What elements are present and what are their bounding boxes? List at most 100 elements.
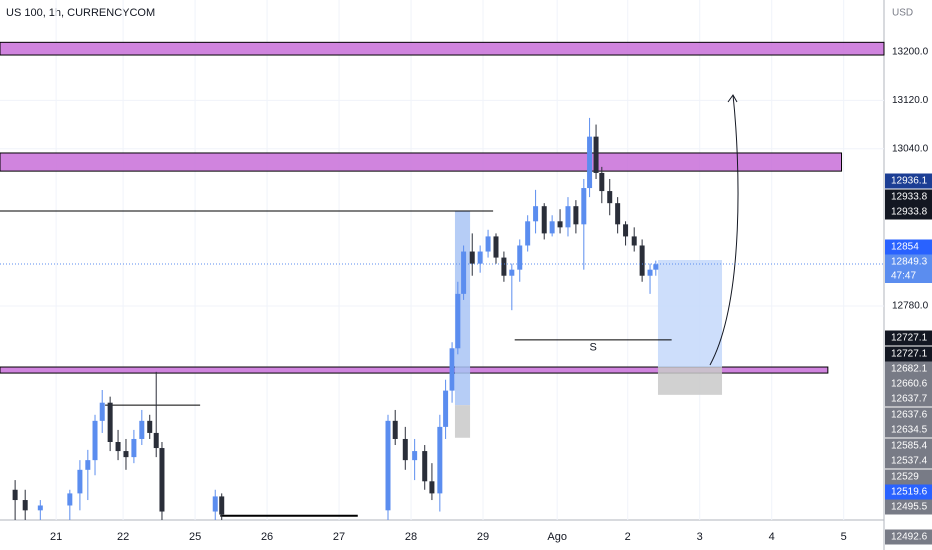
x-tick-label: 5 — [841, 531, 847, 543]
currency-label: USD — [892, 8, 913, 19]
candle-body — [437, 426, 443, 494]
candle-body — [385, 420, 391, 511]
candle-body — [469, 251, 475, 264]
x-tick-label: 28 — [405, 531, 417, 543]
countdown-label: 47:47 — [891, 271, 916, 282]
price-badge-label: 12492.6 — [891, 532, 928, 543]
price-badge — [885, 189, 932, 205]
candle-body — [449, 348, 455, 391]
candle-body — [402, 438, 408, 461]
price-badge-label: 12637.7 — [891, 394, 928, 405]
candle-body — [99, 402, 105, 421]
y-tick-label: 13120.0 — [892, 95, 929, 106]
candle-body — [477, 251, 483, 264]
candle-body — [517, 245, 523, 270]
price-badge — [885, 204, 932, 220]
x-tick-label: 4 — [769, 531, 775, 543]
chart-title: US 100, 1h, CURRENCYCOM — [6, 7, 155, 19]
price-badge — [885, 407, 932, 423]
price-badge — [885, 361, 932, 377]
candle-body — [557, 221, 563, 228]
y-tick-label: 12780.0 — [892, 301, 929, 312]
price-badge — [885, 529, 932, 545]
price-badge-label: 12519.6 — [891, 487, 928, 498]
x-tick-label: 26 — [261, 531, 273, 543]
price-badge-label: 12933.8 — [891, 207, 928, 218]
price-badge-label: 12495.5 — [891, 502, 928, 513]
candle-body — [639, 245, 645, 276]
candle-body — [485, 236, 491, 252]
x-tick-label: 27 — [333, 531, 345, 543]
candle-body — [115, 442, 121, 452]
candle-body — [85, 460, 91, 470]
price-badge-label: 12933.8 — [891, 192, 928, 203]
candle-body — [599, 172, 605, 192]
candle-body — [525, 221, 531, 246]
zone — [657, 367, 723, 395]
candle-body — [422, 451, 428, 482]
candle-body — [455, 293, 461, 349]
candle-body — [392, 420, 398, 439]
arrow-head — [727, 94, 738, 103]
zone — [0, 41, 885, 56]
candle-body — [541, 206, 547, 234]
candle-body — [549, 221, 555, 234]
candle-body — [615, 203, 621, 225]
price-badge — [885, 173, 932, 189]
price-badge-label: 12727.1 — [891, 333, 928, 344]
candle-body — [533, 206, 539, 222]
candle-body — [37, 505, 43, 511]
x-tick-label: 2 — [625, 531, 631, 543]
candle-body — [573, 206, 579, 225]
x-tick-label: 25 — [189, 531, 201, 543]
price-badge-label: 12854 — [891, 242, 919, 253]
candle-body — [139, 420, 145, 439]
candle-body — [92, 420, 98, 461]
price-badge-label: 12529 — [891, 472, 919, 483]
x-tick-label: 3 — [697, 531, 703, 543]
x-tick-label: 22 — [117, 531, 129, 543]
price-badge — [885, 239, 932, 255]
candle-body — [219, 496, 225, 515]
y-tick-label: 13200.0 — [892, 47, 929, 58]
countdown-badge — [885, 269, 932, 283]
price-badge — [885, 469, 932, 485]
candle-body — [581, 188, 587, 225]
candle-body — [593, 136, 599, 173]
price-badge — [885, 254, 932, 270]
price-badge — [885, 391, 932, 407]
zone — [0, 152, 843, 172]
candle-body — [631, 236, 637, 246]
price-badge — [885, 422, 932, 438]
candle-body — [153, 432, 159, 449]
price-badge-label: 12682.1 — [891, 364, 928, 375]
price-badge — [885, 484, 932, 500]
candle-body — [587, 136, 593, 189]
y-tick-label: 13040.0 — [892, 143, 929, 154]
price-badge — [885, 346, 932, 362]
zone — [454, 405, 471, 438]
candle-body — [67, 493, 73, 506]
candle-body — [212, 496, 218, 512]
price-badge-label: 12637.6 — [891, 410, 928, 421]
candle-body — [653, 264, 659, 270]
zone — [657, 260, 723, 368]
x-tick-label: Ago — [547, 531, 567, 543]
projection-arrow — [709, 94, 739, 366]
candle-body — [131, 438, 137, 458]
candle-body — [509, 269, 515, 276]
price-badge-label: 12585.4 — [891, 441, 928, 452]
price-badge — [885, 330, 932, 346]
candle-body — [12, 489, 18, 501]
price-badge-label: 12849.3 — [891, 257, 928, 268]
candle-body — [443, 390, 449, 427]
zone — [0, 366, 829, 374]
price-badge-label: 12660.6 — [891, 379, 928, 390]
candle-body — [22, 500, 28, 511]
candle-body — [159, 448, 165, 512]
candle-body — [623, 224, 629, 237]
price-badge — [885, 453, 932, 469]
candle-body — [412, 451, 418, 461]
candle-body — [429, 481, 435, 494]
